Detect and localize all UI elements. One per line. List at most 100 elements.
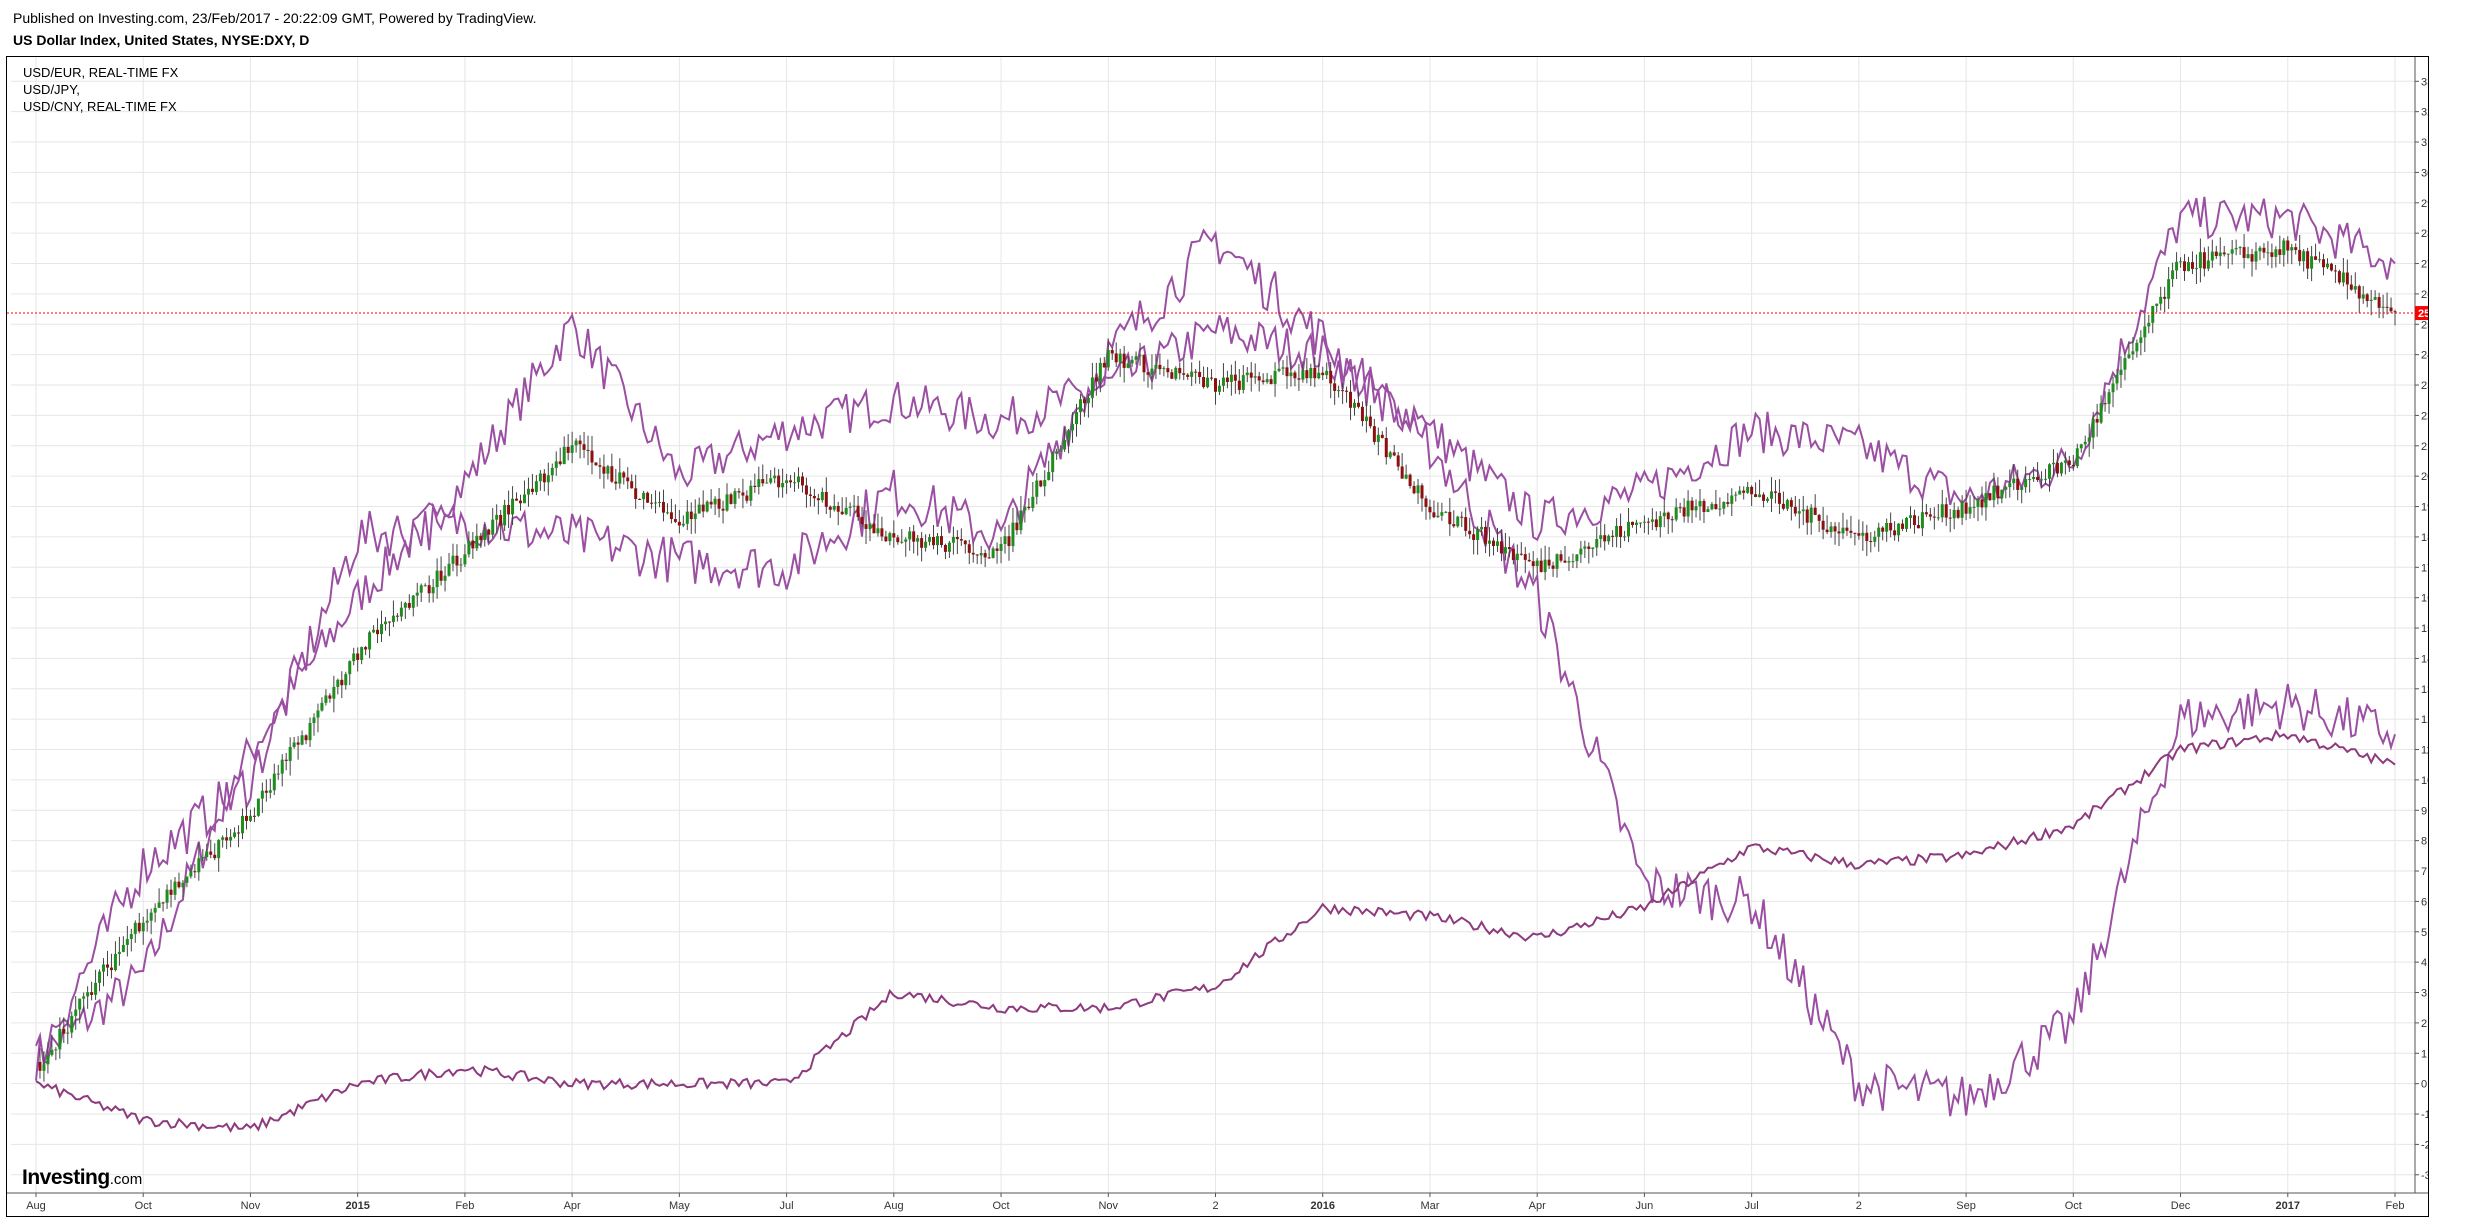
candle-body: [1599, 535, 1603, 539]
legend-item-usd-eur[interactable]: USD/EUR, REAL-TIME FX: [23, 65, 179, 80]
candle-body: [967, 544, 971, 553]
candle-body: [2353, 286, 2357, 290]
candle-body: [1881, 527, 1885, 532]
candle-body: [2179, 261, 2183, 263]
candle-body: [598, 465, 602, 467]
candle-body: [1781, 503, 1785, 509]
candle-body: [74, 1009, 78, 1016]
candle-body: [1094, 377, 1098, 382]
candle-body: [951, 537, 955, 543]
candle-body: [658, 501, 662, 503]
candle-body: [1281, 367, 1285, 369]
x-tick-label: May: [669, 1200, 690, 1212]
candle-body: [701, 504, 705, 512]
candle-body: [70, 1015, 74, 1033]
candle-body: [2266, 252, 2270, 254]
candle-body: [300, 735, 304, 745]
candle-body: [1380, 434, 1384, 438]
candle-body: [2377, 297, 2381, 308]
candle-body: [395, 615, 399, 617]
candle-body: [924, 541, 928, 548]
candle-body: [2032, 476, 2036, 480]
candle-body: [1579, 548, 1583, 555]
candle-body: [288, 746, 292, 761]
candle-body: [1750, 486, 1754, 495]
candle-body: [2218, 252, 2222, 257]
candle-body: [852, 505, 856, 507]
candle-body: [324, 695, 328, 703]
candle-body: [1638, 522, 1642, 524]
candle-body: [1615, 525, 1619, 537]
candle-body: [1885, 522, 1889, 532]
candle-body: [2198, 252, 2202, 269]
candle-body: [1285, 367, 1289, 377]
chart-frame[interactable]: 33.00%32.00%31.00%30.00%29.00%28.00%27.0…: [6, 56, 2429, 1217]
candle-body: [1221, 377, 1225, 386]
candle-body: [1920, 512, 1924, 529]
candle-body: [1432, 512, 1436, 518]
candle-body: [836, 505, 840, 512]
x-tick-label: Sep: [1956, 1200, 1976, 1212]
candle-body: [1944, 504, 1948, 518]
candle-body: [2123, 358, 2127, 370]
candle-body: [971, 552, 975, 555]
candle-body: [2210, 251, 2214, 261]
candle-body: [1805, 509, 1809, 523]
candle-body: [1071, 424, 1075, 431]
candle-body: [1853, 532, 1857, 534]
candle-body: [117, 951, 121, 955]
x-tick-label: Apr: [1529, 1200, 1546, 1212]
candle-body: [1773, 491, 1777, 493]
candle-body: [816, 498, 820, 501]
candle-body: [1265, 379, 1269, 383]
candle-body: [781, 483, 785, 488]
candle-body: [340, 679, 344, 686]
candle-body: [928, 537, 932, 542]
candle-body: [213, 854, 217, 859]
candle-body: [193, 871, 197, 873]
candle-body: [1678, 507, 1682, 509]
candle-body: [380, 624, 384, 635]
candle-body: [2175, 261, 2179, 271]
candle-body: [665, 512, 669, 514]
candle-body: [1940, 504, 1944, 518]
candle-body: [1039, 480, 1043, 487]
candle-body: [90, 992, 94, 995]
candle-body: [1746, 486, 1750, 493]
candle-body: [2310, 256, 2314, 269]
chart-svg[interactable]: 33.00%32.00%31.00%30.00%29.00%28.00%27.0…: [7, 57, 2428, 1216]
legend-item-usd-cny[interactable]: USD/CNY, REAL-TIME FX: [23, 99, 177, 114]
candle-body: [54, 1049, 58, 1051]
candle-body: [1003, 536, 1007, 545]
investing-logo: Investing.com: [22, 1166, 142, 1190]
candle-body: [749, 485, 753, 501]
y-tick-label: 17.00%: [2421, 562, 2428, 574]
candle-body: [356, 653, 360, 660]
candle-body: [1956, 509, 1960, 518]
candle-body: [125, 939, 129, 945]
candle-body: [360, 647, 364, 660]
candle-body: [868, 523, 872, 529]
x-tick-label: Mar: [1420, 1200, 1439, 1212]
candle-body: [1583, 546, 1587, 549]
x-tick-label: Dec: [2171, 1200, 2191, 1212]
candle-body: [2298, 249, 2302, 262]
candle-body: [1968, 507, 1972, 514]
candle-body: [522, 494, 526, 504]
candle-body: [622, 472, 626, 478]
candle-body: [1182, 373, 1186, 375]
candle-body: [1642, 521, 1646, 523]
candle-body: [268, 790, 272, 793]
candle-body: [1682, 507, 1686, 517]
candle-body: [526, 488, 530, 495]
legend-item-usd-jpy[interactable]: USD/JPY,: [23, 82, 80, 97]
candle-body: [1488, 540, 1492, 544]
candle-body: [2111, 383, 2115, 393]
y-tick-label: 15.00%: [2421, 623, 2428, 635]
candle-body: [2063, 460, 2067, 463]
candle-body: [1547, 559, 1551, 566]
candle-body: [1317, 372, 1321, 379]
candle-body: [995, 548, 999, 551]
candle-body: [1031, 496, 1035, 508]
candle-body: [252, 815, 256, 817]
